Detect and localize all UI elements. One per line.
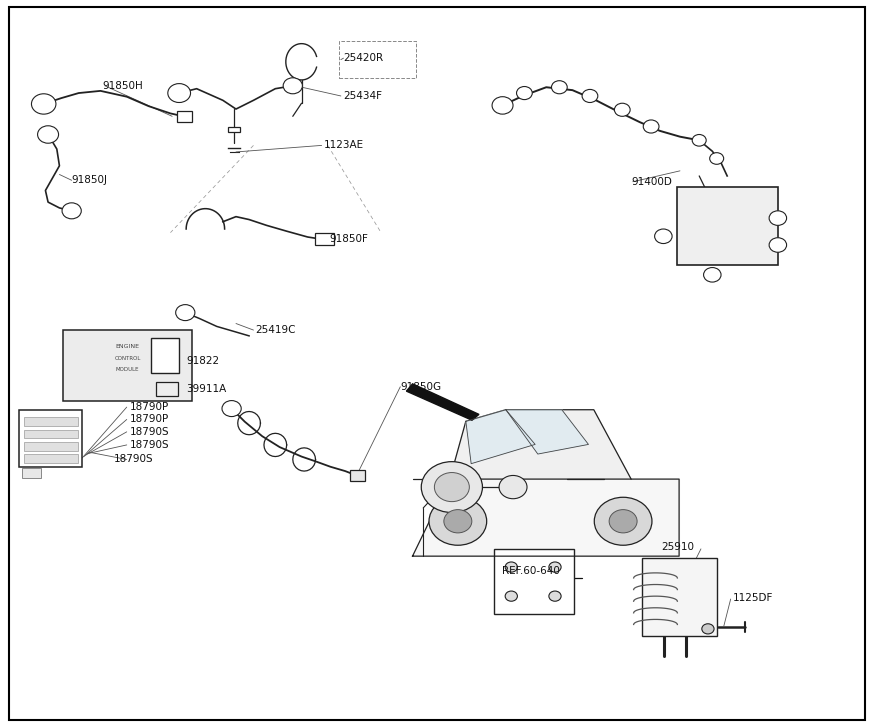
Circle shape: [692, 134, 706, 146]
Circle shape: [582, 89, 598, 103]
Text: 91850H: 91850H: [102, 81, 143, 91]
Circle shape: [655, 229, 672, 244]
Polygon shape: [466, 410, 535, 464]
Circle shape: [609, 510, 637, 533]
Polygon shape: [450, 410, 631, 479]
Bar: [228, 127, 240, 132]
Text: 25434F: 25434F: [343, 91, 383, 101]
Bar: [19, 410, 82, 467]
Circle shape: [704, 268, 721, 282]
Circle shape: [769, 211, 787, 225]
Circle shape: [421, 462, 482, 513]
Circle shape: [168, 84, 191, 103]
Circle shape: [499, 475, 527, 499]
Circle shape: [517, 87, 532, 100]
Text: 91400D: 91400D: [631, 177, 672, 187]
Polygon shape: [413, 479, 679, 556]
Bar: [677, 187, 778, 265]
Bar: [350, 470, 365, 481]
Circle shape: [594, 497, 652, 545]
Text: 25420R: 25420R: [343, 53, 384, 63]
Circle shape: [492, 97, 513, 114]
Circle shape: [769, 238, 787, 252]
Bar: [177, 111, 192, 122]
Bar: [24, 454, 78, 463]
Circle shape: [222, 401, 241, 417]
Circle shape: [702, 624, 714, 634]
Circle shape: [429, 497, 487, 545]
Circle shape: [505, 591, 517, 601]
Text: 1125DF: 1125DF: [732, 593, 773, 603]
Text: 1123AE: 1123AE: [323, 140, 364, 150]
Circle shape: [283, 78, 302, 94]
Bar: [494, 549, 574, 614]
Polygon shape: [406, 384, 479, 420]
Circle shape: [614, 103, 630, 116]
Text: 18790S: 18790S: [114, 454, 153, 465]
Text: 91822: 91822: [186, 356, 219, 366]
Bar: [339, 41, 416, 78]
Bar: [315, 233, 334, 245]
Bar: [63, 330, 192, 401]
Bar: [156, 382, 178, 396]
Circle shape: [549, 591, 561, 601]
Text: 25910: 25910: [662, 542, 695, 552]
Text: 91850F: 91850F: [329, 234, 368, 244]
Circle shape: [549, 562, 561, 572]
Text: 91850G: 91850G: [400, 382, 441, 392]
Circle shape: [643, 120, 659, 133]
Text: REF.60-640: REF.60-640: [502, 566, 559, 576]
Bar: [24, 417, 78, 426]
Text: MODULE: MODULE: [116, 366, 139, 371]
Text: 18790P: 18790P: [129, 414, 169, 425]
Circle shape: [31, 94, 56, 114]
Bar: [22, 468, 41, 478]
Circle shape: [434, 473, 469, 502]
Circle shape: [176, 305, 195, 321]
Bar: [24, 442, 78, 451]
Text: ENGINE: ENGINE: [115, 344, 140, 349]
Polygon shape: [506, 410, 588, 454]
Circle shape: [551, 81, 567, 94]
Circle shape: [444, 510, 472, 533]
Text: 91850J: 91850J: [72, 175, 108, 185]
Bar: [642, 558, 717, 636]
Bar: [151, 338, 179, 373]
Text: 18790S: 18790S: [129, 440, 169, 450]
Circle shape: [38, 126, 59, 143]
Circle shape: [62, 203, 81, 219]
Text: 18790S: 18790S: [129, 427, 169, 437]
Text: 18790P: 18790P: [129, 402, 169, 412]
Text: 25419C: 25419C: [255, 325, 295, 335]
Circle shape: [505, 562, 517, 572]
Text: 39911A: 39911A: [186, 384, 226, 394]
Bar: [24, 430, 78, 438]
Text: CONTROL: CONTROL: [114, 356, 141, 361]
Circle shape: [710, 153, 724, 164]
